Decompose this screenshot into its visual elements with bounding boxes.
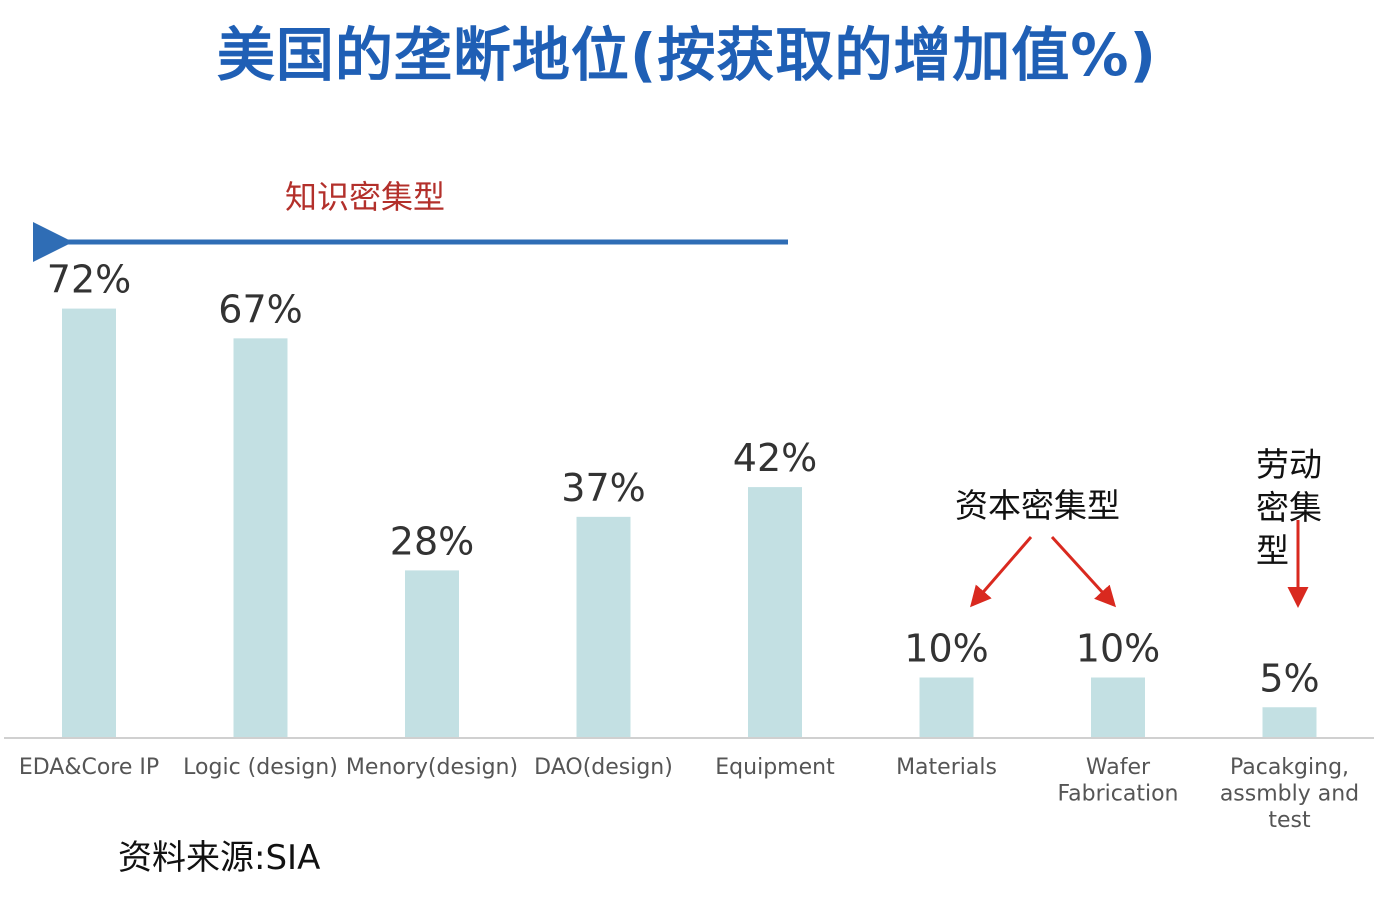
knowledge-intensive-label: 知识密集型 — [285, 178, 446, 216]
category-label-0: EDA&Core IP — [19, 755, 159, 780]
bar-4 — [748, 487, 802, 737]
capital-intensive-label: 资本密集型 — [955, 486, 1120, 525]
value-label-1: 67% — [218, 287, 302, 331]
value-label-2: 28% — [390, 519, 474, 563]
capital-arrow-wafer — [1050, 535, 1117, 608]
value-label-4: 42% — [733, 436, 817, 480]
value-label-3: 37% — [561, 466, 645, 510]
category-label-1: Logic (design) — [183, 755, 338, 780]
value-labels-group: 72% 67% 28% 37% 42% 10% 10% 5% — [47, 258, 1320, 701]
value-label-5: 10% — [904, 627, 988, 671]
category-label-5: Materials — [896, 755, 997, 780]
category-label-4: Equipment — [715, 755, 835, 780]
bar-2 — [405, 570, 459, 737]
category-label-7: Pacakging, assmbly and test — [1220, 755, 1359, 833]
bars-group — [62, 308, 1317, 737]
bar-0 — [62, 308, 116, 737]
category-label-6: Wafer Fabrication — [1058, 755, 1179, 807]
labor-intensive-label: 劳动密集型 — [1256, 445, 1322, 570]
bar-5 — [919, 677, 974, 737]
value-label-6: 10% — [1076, 627, 1160, 671]
bar-1 — [233, 338, 288, 737]
category-label-3: DAO(design) — [534, 755, 673, 780]
source-note: 资料来源:SIA — [118, 838, 321, 878]
bar-3 — [576, 516, 631, 737]
category-labels-group: EDA&Core IP Logic (design) Menory(design) D… — [19, 755, 1359, 833]
chart-title: 美国的垄断地位(按获取的增加值%) — [216, 21, 1158, 89]
value-label-0: 72% — [47, 258, 131, 302]
value-label-7: 5% — [1259, 656, 1319, 700]
bar-6 — [1091, 677, 1145, 737]
bar-7 — [1262, 707, 1317, 737]
capital-arrow-materials — [970, 536, 1033, 608]
category-label-2: Menory(design) — [346, 755, 518, 780]
